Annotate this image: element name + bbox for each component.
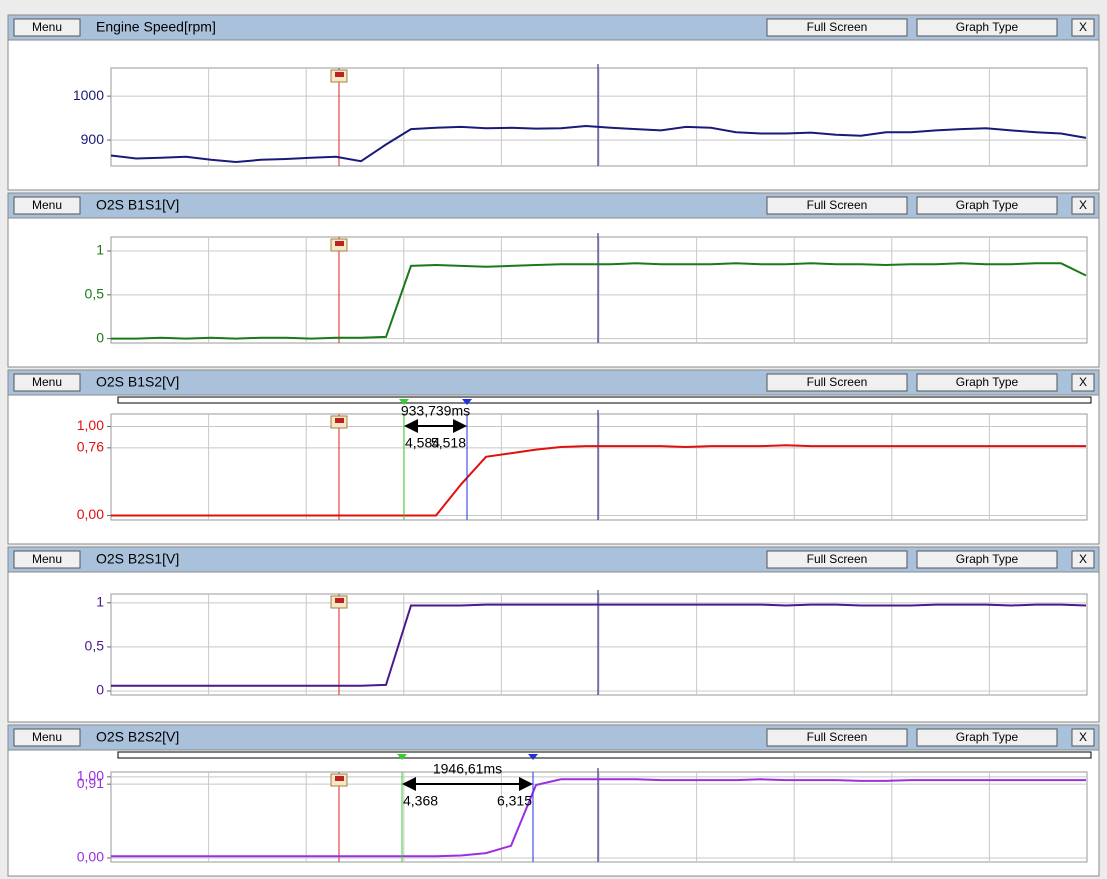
button-label[interactable]: X: [1079, 730, 1087, 744]
button-label[interactable]: Graph Type: [956, 552, 1019, 566]
y-tick-label: 0,5: [85, 638, 105, 654]
button[interactable]: [766, 728, 908, 747]
button[interactable]: [1071, 18, 1095, 37]
button-label[interactable]: X: [1079, 198, 1087, 212]
panel-title: Engine Speed[rpm]: [96, 19, 216, 35]
y-tick-label: 0,00: [77, 849, 104, 865]
measure-duration: 933,739ms: [401, 403, 470, 419]
button-label[interactable]: Menu: [32, 20, 62, 34]
button-label[interactable]: Full Screen: [807, 375, 868, 389]
button-label[interactable]: Graph Type: [956, 375, 1019, 389]
button[interactable]: [13, 196, 81, 215]
panel-title: O2S B2S1[V]: [96, 551, 179, 567]
start-handle[interactable]: [399, 399, 409, 405]
end-handle[interactable]: [462, 399, 472, 405]
button[interactable]: [766, 196, 908, 215]
panel-title: O2S B2S2[V]: [96, 729, 179, 745]
arrow-head: [519, 777, 533, 791]
flag-icon-mark: [335, 418, 344, 423]
flag-icon-mark: [335, 598, 344, 603]
y-tick-label: 1: [96, 242, 104, 258]
measure-start: 4,584: [405, 435, 440, 451]
y-tick-label: 0,91: [77, 775, 104, 791]
button[interactable]: [916, 373, 1058, 392]
measure-duration: 1946,61ms: [433, 761, 502, 777]
button[interactable]: [766, 373, 908, 392]
arrow-head: [453, 419, 467, 433]
button-label[interactable]: X: [1079, 20, 1087, 34]
y-tick-label: 1000: [73, 87, 104, 103]
y-tick-label: 0,76: [77, 439, 104, 455]
y-tick-label: 0: [96, 329, 104, 345]
signal-line: [110, 124, 1087, 164]
button-label[interactable]: Full Screen: [807, 730, 868, 744]
button-label[interactable]: X: [1079, 552, 1087, 566]
button[interactable]: [766, 550, 908, 569]
y-tick-label: 0,5: [85, 286, 105, 302]
button-label[interactable]: Menu: [32, 198, 62, 212]
signal-line: [111, 444, 1086, 517]
panel-title: O2S B1S1[V]: [96, 197, 179, 213]
button[interactable]: [1071, 550, 1095, 569]
flag-icon-mark: [335, 776, 344, 781]
button[interactable]: [13, 550, 81, 569]
button-label[interactable]: Graph Type: [956, 20, 1019, 34]
signal-line: [111, 778, 1086, 858]
button[interactable]: [13, 18, 81, 37]
panel-title: O2S B1S2[V]: [96, 374, 179, 390]
button[interactable]: [13, 373, 81, 392]
y-tick-label: 1,00: [77, 768, 104, 784]
y-tick-label: 0,00: [77, 506, 104, 522]
button-label[interactable]: Menu: [32, 730, 62, 744]
flag-icon-mark: [335, 241, 344, 246]
button-label[interactable]: Full Screen: [807, 552, 868, 566]
arrow-head: [404, 419, 418, 433]
button-label[interactable]: X: [1079, 375, 1087, 389]
button[interactable]: [1071, 373, 1095, 392]
button-label[interactable]: Graph Type: [956, 730, 1019, 744]
flag-icon-mark: [335, 72, 344, 77]
button[interactable]: [1071, 196, 1095, 215]
button[interactable]: [766, 18, 908, 37]
measure-start: 4,368: [403, 793, 438, 809]
button-label[interactable]: Menu: [32, 375, 62, 389]
button-label[interactable]: Full Screen: [807, 198, 868, 212]
button[interactable]: [916, 196, 1058, 215]
measure-end: 5,518: [431, 435, 466, 451]
range-bar: [117, 751, 1092, 759]
y-tick-label: 900: [81, 131, 105, 147]
signal-line: [111, 603, 1087, 687]
signal-line: [111, 262, 1087, 340]
button-label[interactable]: Full Screen: [807, 20, 868, 34]
y-tick-label: 1: [96, 594, 104, 610]
y-tick-label: 1,00: [77, 417, 104, 433]
end-handle[interactable]: [528, 754, 538, 760]
range-bar: [117, 396, 1092, 404]
button[interactable]: [916, 728, 1058, 747]
button-label[interactable]: Menu: [32, 552, 62, 566]
button-label[interactable]: Graph Type: [956, 198, 1019, 212]
start-handle[interactable]: [397, 754, 407, 760]
y-tick-label: 0: [96, 682, 104, 698]
button[interactable]: [13, 728, 81, 747]
measure-end: 6,315: [497, 793, 532, 809]
arrow-head: [402, 777, 416, 791]
button[interactable]: [916, 550, 1058, 569]
button[interactable]: [916, 18, 1058, 37]
button[interactable]: [1071, 728, 1095, 747]
